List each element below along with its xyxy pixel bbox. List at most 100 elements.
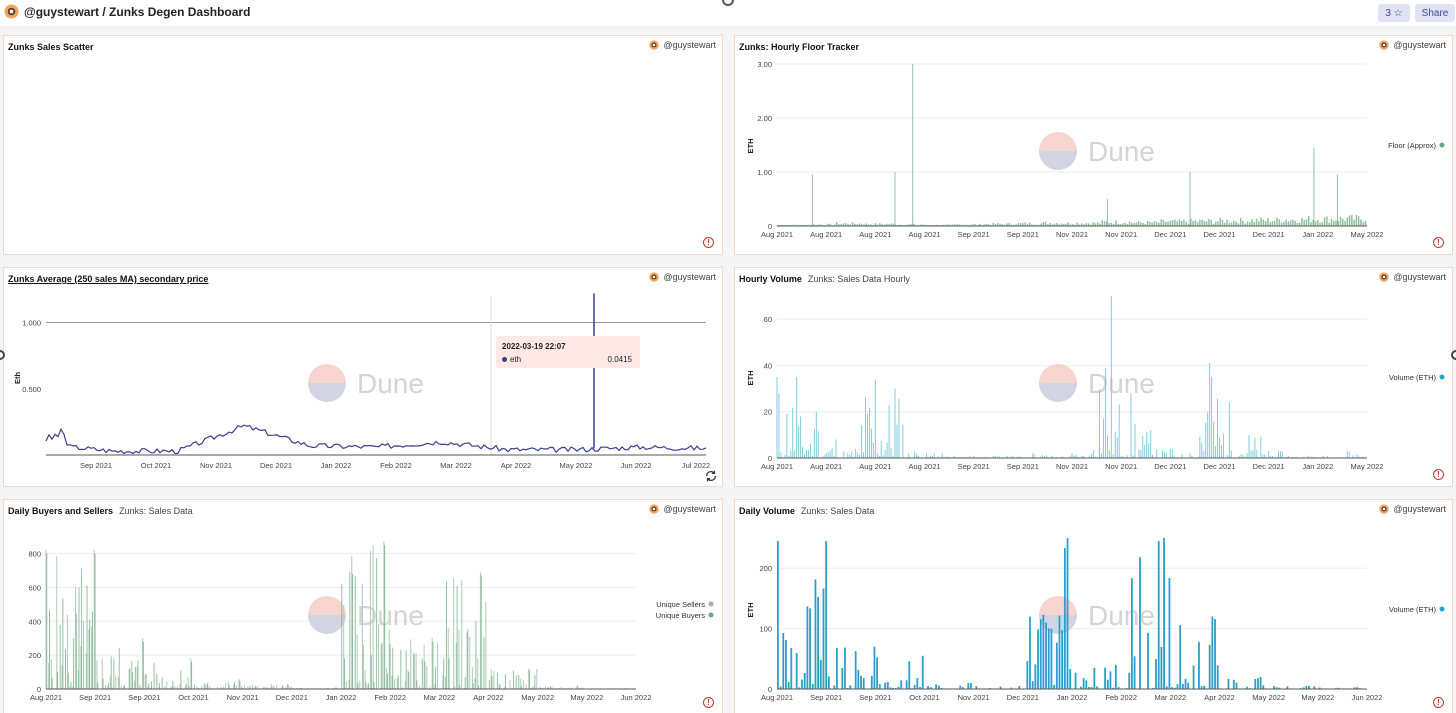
daily-volume-bar (819, 660, 822, 689)
daily-volume-bar (1187, 682, 1190, 689)
daily-volume-bar (1198, 641, 1200, 689)
author-name: @guystewart (663, 40, 716, 50)
daily-volume-bar (841, 667, 844, 689)
floor-bar (1160, 219, 1162, 226)
resize-handle-icon[interactable] (722, 0, 734, 6)
floor-bar (1303, 219, 1305, 226)
floor-bar (792, 224, 795, 226)
panel-author[interactable]: @guystewart (649, 40, 716, 50)
floor-bar (1221, 219, 1224, 226)
dune-watermark: Dune (1088, 368, 1155, 399)
y-tick-label: 600 (28, 583, 41, 592)
daily-volume-bar (1082, 678, 1085, 689)
floor-bar (795, 224, 797, 226)
floor-bar (858, 223, 861, 226)
daily-volume-bar (809, 608, 811, 689)
floor-bar (1047, 224, 1049, 226)
panel-title[interactable]: Zunks Sales Scatter (8, 42, 94, 52)
panel-author[interactable]: @guystewart (1379, 504, 1446, 514)
floor-bar (1062, 223, 1065, 226)
x-tick-label: Aug 2021 (859, 462, 891, 471)
x-tick-label: May 2022 (1301, 693, 1334, 702)
daily-volume-bar (836, 648, 838, 689)
floor-bar (958, 224, 961, 226)
floor-bar (1137, 221, 1140, 226)
panel-title[interactable]: Daily Buyers and Sellers Zunks: Sales Dat… (8, 506, 193, 516)
warning-icon[interactable]: ! (703, 697, 714, 708)
floor-bar (1267, 218, 1269, 226)
panel-title[interactable]: Zunks Average (250 sales MA) secondary p… (8, 274, 209, 284)
floor-bar (1090, 224, 1092, 226)
daily-volume-bar (905, 680, 908, 689)
floor-bar (851, 222, 854, 226)
daily-volume-bar (975, 686, 978, 689)
floor-bar (1165, 222, 1167, 226)
panel-author[interactable]: @guystewart (649, 504, 716, 514)
daily-volume-bar (1257, 678, 1259, 689)
floor-bar (1353, 219, 1355, 226)
warning-icon[interactable]: ! (1433, 237, 1444, 248)
panel-author[interactable]: @guystewart (1379, 40, 1446, 50)
panel-author[interactable]: @guystewart (1379, 272, 1446, 282)
y-tick-label: 400 (28, 617, 41, 626)
daily-volume-bar (929, 687, 932, 689)
daily-volume-bar (1176, 684, 1179, 689)
floor-bar (1171, 220, 1174, 226)
daily-volume-bar (1055, 642, 1058, 689)
hourly-volume-chart[interactable]: 60 40 20 0 ETH Dune Aug 2021 Aug 2021 Aug 2021 Au… (735, 268, 1454, 488)
floor-bar (1323, 217, 1326, 226)
panel-hourly-volume: Hourly Volume Zunks: Sales Data Hourly @g… (734, 267, 1453, 487)
daily-volume-bar (790, 647, 793, 689)
x-tick-label: Apr 2022 (1204, 693, 1234, 702)
daily-volume-bar (1128, 672, 1131, 689)
daily-volume-bar (921, 655, 924, 689)
buyers-sellers-chart[interactable]: 800 600 400 200 0 Dune Aug 2021 Sep 2021 Sep 202… (4, 500, 724, 713)
panel-title[interactable]: Hourly Volume Zunks: Sales Data Hourly (739, 274, 910, 284)
user-avatar-icon[interactable] (4, 4, 19, 19)
daily-volume-chart[interactable]: 200 100 0 ETH Dune Aug 2021 Sep 2021 Sep 2021 Oc… (735, 500, 1454, 713)
daily-volume-bar (1160, 646, 1163, 689)
floor-bar (1239, 217, 1242, 226)
floor-bar (1285, 219, 1287, 226)
floor-bar (1237, 223, 1240, 226)
warning-icon[interactable]: ! (703, 237, 714, 248)
daily-volume-bar (999, 686, 1002, 689)
x-tick-label: Dec 2021 (260, 461, 292, 470)
floor-bar (1031, 224, 1033, 226)
floor-bar (1312, 219, 1315, 226)
floor-bar (917, 224, 920, 226)
floor-bar (1364, 221, 1367, 226)
warning-icon[interactable]: ! (1433, 697, 1444, 708)
daily-volume-bar (1171, 687, 1174, 689)
x-tick-label: Oct 2021 (141, 461, 171, 470)
floor-bar (1028, 222, 1031, 226)
floor-bar (906, 224, 908, 226)
warning-icon[interactable]: ! (1433, 469, 1444, 480)
x-tick-label: May 2022 (1252, 693, 1285, 702)
tooltip-series-dot (502, 357, 507, 362)
floor-bar (1162, 219, 1165, 226)
right-resize-handle-icon[interactable] (1451, 350, 1456, 360)
panel-title[interactable]: Zunks: Hourly Floor Tracker (739, 42, 860, 52)
floor-bar (1158, 222, 1160, 226)
x-tick-label: Mar 2022 (1154, 693, 1186, 702)
panel-subtitle: Zunks: Sales Data (800, 506, 875, 516)
floor-bar (963, 224, 965, 226)
refresh-icon[interactable] (704, 469, 718, 483)
panel-title[interactable]: Daily Volume Zunks: Sales Data (739, 506, 874, 516)
floor-bar (1308, 216, 1310, 226)
floor-bar (965, 224, 967, 226)
x-tick-label: Aug 2021 (761, 230, 793, 239)
panel-author[interactable]: @guystewart (649, 272, 716, 282)
floor-bar (999, 223, 1001, 226)
star-button[interactable]: 3 ☆ (1378, 4, 1410, 22)
floor-chart[interactable]: 3.00 2.00 1.00 0 ETH Dune Aug 2021 Aug 2021 Aug … (735, 36, 1454, 256)
floor-bar (1133, 223, 1135, 226)
left-resize-handle-icon[interactable] (0, 350, 5, 360)
y-tick-label: 0 (37, 685, 41, 694)
daily-volume-bar (900, 680, 903, 689)
floor-bar (1258, 221, 1260, 226)
share-button[interactable]: Share (1415, 4, 1455, 22)
dashboard-title[interactable]: @guystewart / Zunks Degen Dashboard (24, 5, 251, 19)
